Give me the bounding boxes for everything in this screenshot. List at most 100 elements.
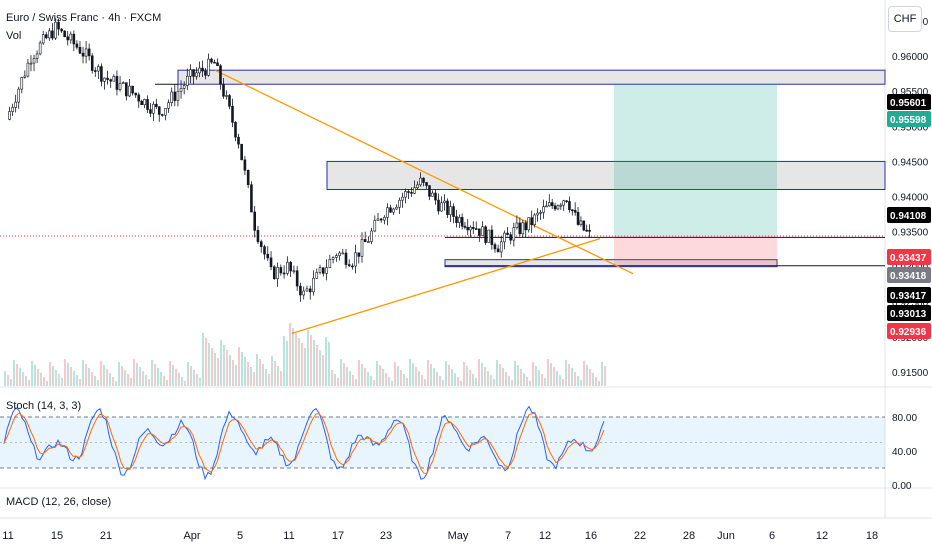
candle-body [256,230,260,242]
candle-body [515,222,519,228]
volume-bar [7,375,9,386]
candle-body [259,241,263,247]
candle-body [60,28,63,32]
candle-body [503,232,506,243]
candle-body [367,241,370,243]
candle-body [305,288,309,292]
volume-bar [604,366,606,386]
volume-bar [19,368,21,386]
candle-body [14,101,17,108]
price-badge [887,94,931,110]
macd-legend[interactable]: MACD (12, 26, close) [6,496,112,508]
candle-body [431,192,434,197]
volume-bar [517,365,519,386]
volume-bar [259,359,261,386]
candle-body [512,227,516,241]
candle-body [115,76,119,90]
volume-legend[interactable]: Vol [6,30,22,42]
candle-body [455,216,458,223]
volume-bar [28,380,30,386]
volume-bar [463,362,465,386]
candle-body [565,200,568,203]
time-axis-label: 12 [539,530,551,542]
volume-bar [445,361,447,386]
candle-body [559,204,563,207]
volume-bar [226,350,228,386]
volume-bar [289,323,291,386]
volume-bar [442,380,444,386]
candle-body [443,200,446,204]
price-badge-label: 0.95598 [890,115,927,126]
candle-body [103,77,106,82]
volume-bar [601,362,603,386]
candle-body [321,267,325,274]
candle-body [556,205,560,210]
volume-bar [385,373,387,386]
volume-bar [337,378,339,386]
candle-body [179,88,183,92]
candle-body [419,177,422,186]
candle-body [562,200,565,206]
volume-bar [235,365,237,386]
volume-bar [565,360,567,386]
volume-bar [493,379,495,386]
candle-body [231,106,234,123]
volume-bar [376,361,378,386]
candle-body [571,209,574,212]
trendline [291,237,601,334]
volume-bar [331,370,333,386]
candle-body [573,210,577,213]
candle-body [490,229,494,245]
volume-bar [310,335,312,386]
candle-body [134,92,138,96]
candle-body [509,234,512,241]
symbol-title[interactable]: Euro / Swiss Franc · 4h · FXCM [6,12,162,24]
volume-bar [241,352,243,386]
volume-bar [118,362,120,386]
volume-bar [364,368,366,386]
volume-bar [370,376,372,386]
volume-bar [220,340,222,386]
volume-bar [142,371,144,386]
price-tick-label: 0.94000 [892,193,929,204]
candle-body [553,205,557,210]
candle-body [521,222,525,235]
candle-body [84,48,88,57]
volume-bar [394,362,396,386]
volume-bar [286,341,288,386]
volume-bar [532,362,534,386]
candle-body [437,199,440,212]
volume-bar [175,369,177,386]
candle-body [266,253,270,259]
candle-body [173,91,177,101]
volume-bar [499,364,501,386]
candle-body [318,267,322,273]
volume-bar [496,360,498,386]
stoch-tick-label: 80.00 [892,413,917,424]
volume-bar [61,378,63,386]
candle-body [276,267,279,279]
volume-bar [178,373,180,386]
currency-button[interactable]: CHF [888,6,922,32]
candle-body [428,185,431,197]
stoch-legend[interactable]: Stoch (14, 3, 3) [6,400,82,412]
candle-body [20,77,24,90]
candle-body [292,270,296,273]
volume-bar [400,370,402,386]
candle-body [449,206,452,216]
price-badge [887,249,931,265]
volume-bar [361,364,363,386]
volume-bar [523,373,525,386]
candle-body [66,36,70,41]
volume-bar [124,370,126,386]
volume-bar [391,381,393,386]
candle-body [128,85,131,97]
candle-body [416,184,419,189]
candle-body [219,65,222,85]
time-axis-label: 16 [585,530,597,542]
candle-body [357,252,361,257]
volume-bar [217,358,219,386]
candle-body [282,272,286,275]
candle-body [207,58,210,76]
